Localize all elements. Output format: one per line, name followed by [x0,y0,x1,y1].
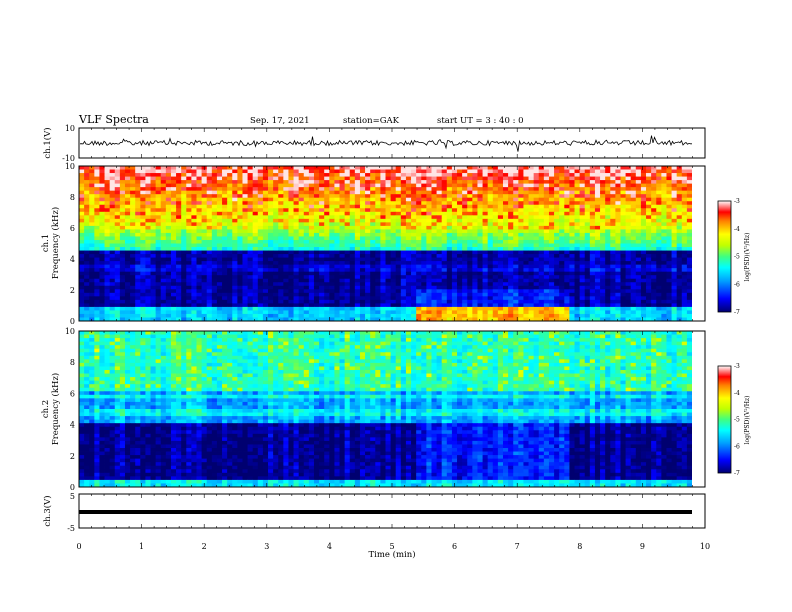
spectrogram-ytick-label: 0 [70,483,75,492]
ch3-ytick-bottom: -5 [67,524,75,533]
colorbar-tick-label: -3 [734,363,740,370]
x-tick-label: 6 [452,542,457,551]
x-tick-label: 4 [327,542,332,551]
ch1-spectrogram-ylabel-channel: ch.1 [41,234,51,252]
colorbar-tick-labels: -3 -4 -5 -6 -7 -3 -4 -5 -6 -7 [734,198,740,477]
x-tick-label: 5 [389,542,394,551]
ch3-ytick-top: 5 [70,492,75,501]
spectrogram-ytick-label: 6 [70,224,75,233]
spectrogram-ytick-label: 8 [70,193,75,202]
x-tick-label: 10 [700,542,710,551]
ch3-waveform-ylabel: ch.3(V) [42,495,53,526]
x-axis-label: Time (min) [368,549,415,560]
x-tick-label: 3 [264,542,269,551]
spectrogram-ytick-label: 10 [65,327,75,336]
spectrogram-ytick-label: 6 [70,389,75,398]
ch2-colorbar [717,365,732,474]
x-tick-labels: 0 1 2 3 4 5 6 7 8 9 10 [76,542,710,551]
ch1-ytick-top: 10 [65,124,75,133]
colorbar-tick-label: -4 [734,390,740,397]
x-tick-label: 0 [76,542,81,551]
start-time-label: start UT = 3 : 40 : 0 [437,116,524,126]
ch2-spectrogram-ylabel-channel: ch.2 [41,400,51,418]
spectrogram-ytick-label: 10 [65,162,75,171]
spectrogram-ytick-label: 0 [70,317,75,326]
ch1-spectrogram-ylabel-freq: Frequency (kHz) [50,207,61,279]
spectrogram-ytick-label: 4 [70,255,75,264]
ch2-spectrogram-image [79,331,705,488]
ch1-spectrogram-image [79,166,705,322]
spectrogram-ytick-label: 4 [70,421,75,430]
ch2-colorbar-label: log(PSD)(V²/Hz) [744,396,751,445]
x-tick-label: 1 [139,542,144,551]
spectrogram-ytick-label: 2 [70,286,75,295]
colorbar-tick-label: -7 [734,309,740,316]
colorbar-tick-label: -7 [734,470,740,477]
ch1-ytick-bottom: -10 [62,154,75,163]
station-label: station=GAK [343,116,400,126]
x-tick-label: 8 [577,542,582,551]
x-tick-label: 7 [515,542,520,551]
colorbar-tick-label: -5 [734,254,740,261]
colorbar-tick-label: -4 [734,226,740,233]
ch3-waveform-trace [79,510,692,514]
x-tick-label: 2 [202,542,207,551]
colorbar-tick-label: -3 [734,198,740,205]
colorbar-tick-label: -6 [734,443,740,450]
ch2-spectrogram-ylabel-freq: Frequency (kHz) [50,373,61,445]
date-label: Sep. 17, 2021 [250,116,310,126]
ch1-waveform-trace [79,135,692,152]
spectrogram-ytick-label: 2 [70,452,75,461]
x-tick-label: 9 [640,542,645,551]
figure-title: VLF Spectra [78,113,149,126]
ch1-colorbar [717,200,732,313]
colorbar-tick-label: -5 [734,417,740,424]
spectrogram-ytick-label: 8 [70,358,75,367]
ch1-colorbar-label: log(PSD)(V²/Hz) [744,233,751,282]
axis-tick-marks [78,128,706,528]
ch1-waveform-ylabel: ch.1(V) [42,127,53,158]
colorbar-tick-label: -6 [734,281,740,288]
